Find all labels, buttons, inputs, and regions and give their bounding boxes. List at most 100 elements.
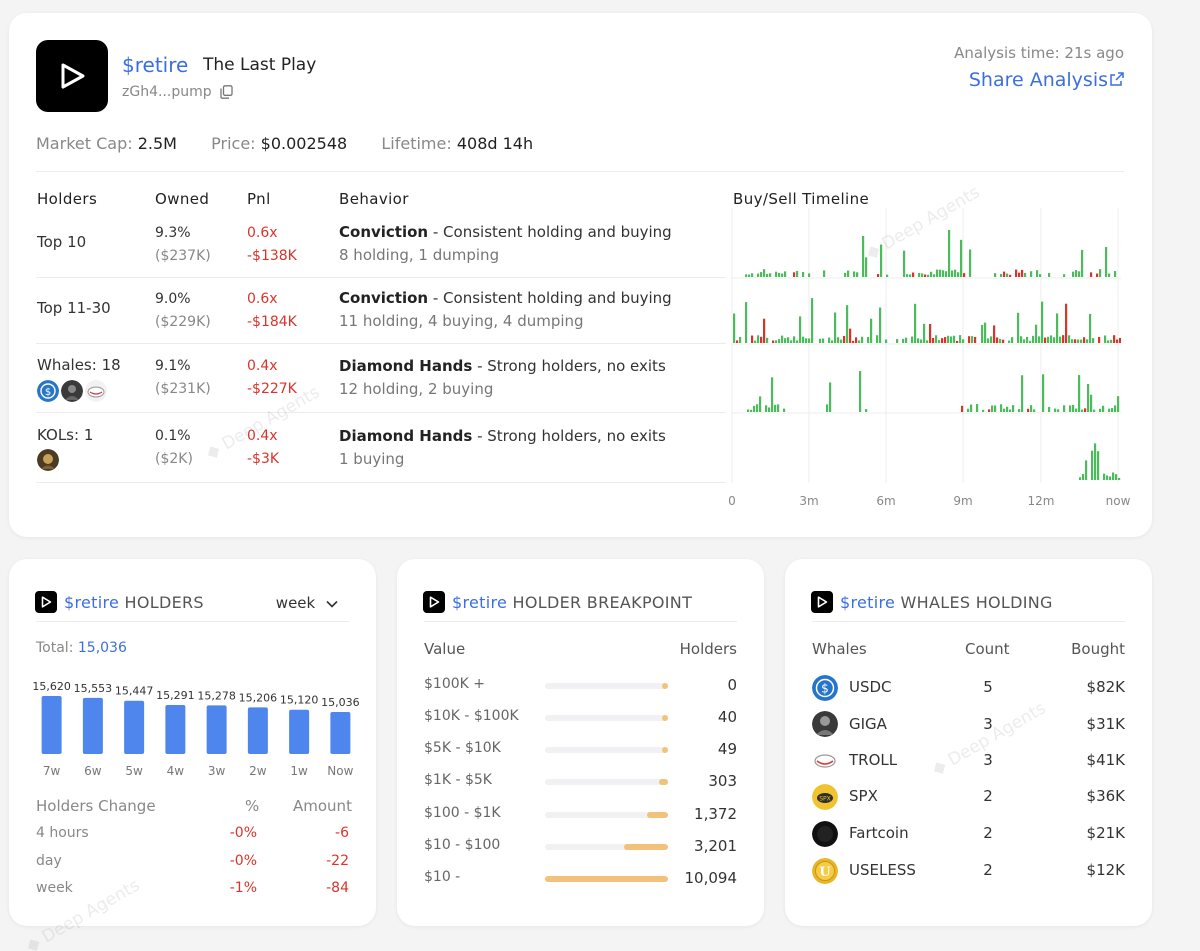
timeline-trade-mark [1000, 404, 1003, 412]
timeline-trade-mark [880, 244, 883, 277]
timeline-trade-mark [1107, 340, 1110, 343]
timeline-trade-mark [1020, 336, 1023, 343]
timeline-trade-mark [739, 336, 742, 343]
share-analysis-link[interactable]: Share Analysis [969, 69, 1124, 91]
timeline-trade-mark [1091, 450, 1094, 480]
timeline-trade-mark [932, 337, 935, 343]
col-header-timeline: Buy/Sell Timeline [733, 190, 870, 208]
change-amount: -6 [335, 825, 349, 841]
period-dropdown[interactable]: week [276, 594, 338, 612]
timeline-trade-mark [781, 273, 784, 277]
timeline-trade-mark [870, 318, 873, 343]
timeline-trade-mark [1116, 339, 1119, 343]
breakpoint-bar [545, 779, 668, 785]
timeline-trade-mark [1044, 337, 1047, 343]
breakpoint-range: $10 - [424, 869, 461, 885]
timeline-trade-mark [777, 404, 780, 412]
breakpoint-bar-fill [662, 683, 668, 689]
timeline-trade-mark [783, 408, 786, 412]
timeline-trade-mark [953, 335, 956, 343]
timeline-trade-mark [750, 409, 753, 412]
timeline-trade-mark [1114, 405, 1117, 412]
timeline-trade-mark [784, 338, 787, 343]
timeline-trade-mark [961, 405, 964, 412]
timeline-trade-mark [1109, 476, 1112, 480]
timeline-trade-mark [921, 273, 924, 277]
timeline-trade-mark [909, 274, 912, 277]
breakpoint-bar-fill [659, 779, 668, 785]
timeline-trade-mark [999, 338, 1002, 343]
breakpoint-range: $100 - $1K [424, 805, 501, 821]
timeline-trade-mark [1082, 474, 1085, 480]
timeline-trade-mark [1075, 408, 1078, 412]
behavior-detail: 12 holding, 2 buying [339, 380, 494, 398]
token-summary-card: $retire The Last Play zGh4...pump Analys… [9, 13, 1152, 537]
timeline-trade-mark [1079, 477, 1082, 480]
holders-bar [165, 705, 186, 754]
timeline-trade-mark [1048, 273, 1051, 277]
period-value: week [275, 594, 316, 612]
holders-bar [124, 700, 145, 754]
timeline-trade-mark [805, 338, 808, 343]
timeline-trade-mark [1072, 405, 1075, 412]
pnl-multiple: 0.6x [247, 225, 278, 241]
timeline-trade-mark [1015, 269, 1018, 277]
behavior-cell: Conviction - Consistent holding and buyi… [339, 221, 672, 267]
holders-bar [206, 705, 227, 754]
timeline-trade-mark [879, 307, 882, 343]
timeline-trade-mark [1029, 340, 1032, 343]
timeline-trade-mark [765, 405, 768, 412]
timeline-trade-mark [763, 269, 766, 277]
row-label-top11-30: Top 11-30 [37, 299, 111, 317]
col-header-holders: Holders [37, 190, 98, 208]
timeline-trade-mark [760, 272, 763, 277]
copy-icon[interactable] [220, 85, 233, 99]
kol-avatars [37, 449, 59, 471]
timeline-tick: 9m [953, 494, 973, 508]
timeline-trade-mark [766, 273, 769, 277]
row-divider [36, 343, 726, 344]
market-cap-value: 2.5M [137, 134, 177, 153]
total-label: Total: [36, 640, 74, 656]
behavior-cell: Conviction - Consistent holding and buyi… [339, 287, 672, 333]
timeline-trade-mark [757, 335, 760, 343]
whale-count: 2 [983, 787, 993, 805]
fartcoin-icon [812, 821, 838, 847]
timeline-trade-mark [1023, 339, 1026, 343]
breakpoint-bar [545, 715, 668, 721]
holders-bar [289, 709, 310, 754]
timeline-trade-mark [778, 339, 781, 343]
behavior-detail: 8 holding, 1 dumping [339, 246, 500, 264]
breakpoint-holders: 40 [717, 708, 737, 726]
owned-pct: 9.1% [155, 358, 191, 374]
timeline-trade-mark [1081, 409, 1084, 412]
owned-cell: 0.1% ($2K) [155, 425, 193, 471]
timeline-trade-mark [1057, 409, 1060, 412]
timeline-trade-mark [929, 324, 932, 343]
timeline-trade-mark [1092, 338, 1095, 343]
row-label-whales: Whales: 18 [37, 356, 121, 374]
timeline-trade-mark [1080, 339, 1083, 343]
timeline-trade-mark [1048, 406, 1051, 412]
behavior-desc: - Consistent holding and buying [428, 289, 672, 307]
owned-usd: ($231K) [155, 381, 211, 397]
token-logo [811, 591, 833, 613]
timeline-trade-mark [968, 336, 971, 343]
share-analysis-label: Share Analysis [968, 69, 1108, 91]
timeline-trade-mark [1078, 375, 1081, 412]
divider [812, 621, 1125, 622]
timeline-trade-mark [808, 273, 811, 277]
behavior-desc: - Strong holders, no exits [472, 357, 666, 375]
timeline-trade-mark [853, 271, 856, 277]
timeline-trade-mark [1006, 406, 1009, 412]
timeline-trade-mark [826, 404, 829, 412]
timeline-trade-mark [753, 405, 756, 412]
col-header-behavior: Behavior [339, 190, 409, 208]
change-amount: -22 [326, 853, 349, 869]
breakpoint-holders: 0 [727, 676, 737, 694]
timeline-trade-mark [1026, 336, 1029, 343]
timeline-trade-mark [1027, 408, 1030, 412]
timeline-trade-mark [844, 272, 847, 277]
behavior-cell: Diamond Hands - Strong holders, no exits… [339, 425, 666, 471]
amount-header: Amount [293, 797, 352, 815]
